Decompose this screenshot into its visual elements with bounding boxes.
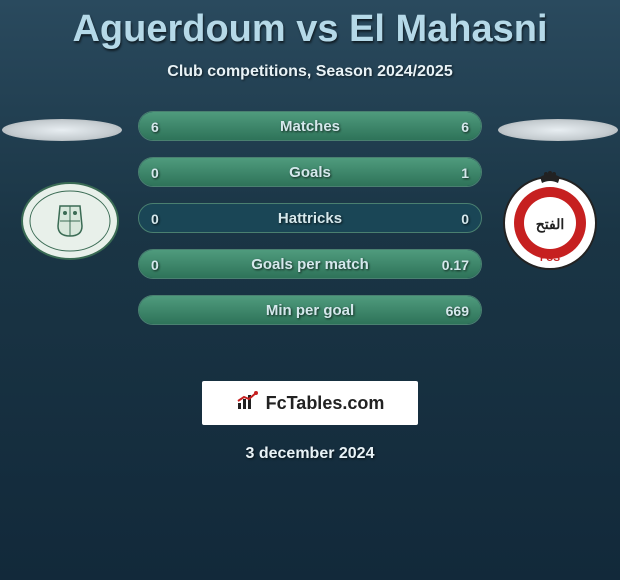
svg-text:FUS: FUS <box>540 253 560 264</box>
footer-date: 3 december 2024 <box>0 445 620 463</box>
stat-row: 00Hattricks <box>138 203 482 233</box>
stat-label: Min per goal <box>139 296 481 325</box>
stat-row: 01Goals <box>138 157 482 187</box>
page-title: Aguerdoum vs El Mahasni <box>0 0 620 51</box>
stat-row: 00.17Goals per match <box>138 249 482 279</box>
brand-text: FcTables.com <box>266 393 385 414</box>
stat-label: Hattricks <box>139 204 481 233</box>
stat-row: 66Matches <box>138 111 482 141</box>
stat-label: Goals per match <box>139 250 481 279</box>
stat-label: Goals <box>139 158 481 187</box>
stat-label: Matches <box>139 112 481 141</box>
club-logo-right: الفتح FUS <box>500 171 600 271</box>
page-subtitle: Club competitions, Season 2024/2025 <box>0 63 620 81</box>
comparison-stage: الفتح FUS 66Matches 01Goals 00Hattricks 00.… <box>0 111 620 371</box>
brand-chart-icon <box>236 391 260 416</box>
player-name-plate-right <box>498 119 618 141</box>
svg-text:الفتح: الفتح <box>536 216 565 233</box>
player-name-plate-left <box>2 119 122 141</box>
club-logo-left <box>20 171 120 271</box>
stat-row: 669Min per goal <box>138 295 482 325</box>
brand-badge: FcTables.com <box>202 381 418 425</box>
stat-bars: 66Matches 01Goals 00Hattricks 00.17Goals pe… <box>138 111 482 341</box>
